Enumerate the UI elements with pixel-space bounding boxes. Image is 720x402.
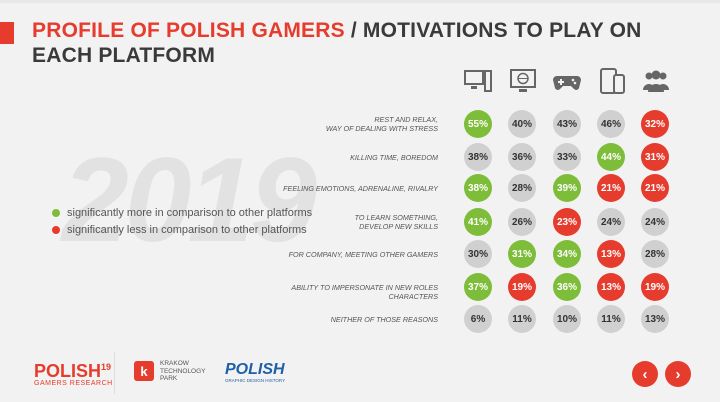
desktop-pc-icon <box>464 70 492 92</box>
ktp-mark-icon: k <box>134 361 154 382</box>
value-circle: 55% <box>464 110 492 138</box>
value-circle: 30% <box>464 240 492 268</box>
value-circle: 43% <box>553 110 581 138</box>
row-label: FEELING EMOTIONS, ADRENALINE, RIVALRY <box>258 184 438 193</box>
row-label-line: FOR COMPANY, MEETING OTHER GAMERS <box>288 249 438 259</box>
value-circle: 31% <box>641 143 669 171</box>
value-circle: 36% <box>553 273 581 301</box>
row-label: TO LEARN SOMETHING, DEVELOP NEW SKILLS <box>258 213 438 231</box>
row-label-line: TO LEARN SOMETHING, <box>354 213 438 222</box>
chevron-left-icon: ‹ <box>642 365 648 383</box>
logo2-line2: TECHNOLOGY <box>160 367 206 375</box>
mobile-tablet-icon <box>600 68 625 94</box>
logo3-main: POLISH <box>225 361 285 378</box>
value-circle: 21% <box>597 174 625 202</box>
row-label-line: DEVELOP NEW SKILLS <box>359 222 438 231</box>
value-circle: 24% <box>597 208 625 236</box>
row-label-line: FEELING EMOTIONS, ADRENALINE, RIVALRY <box>283 183 438 193</box>
footer-divider <box>114 352 115 394</box>
value-circle: 13% <box>597 273 625 301</box>
row-label: FOR COMPANY, MEETING OTHER GAMERS <box>258 250 438 259</box>
value-circle: 19% <box>641 273 669 301</box>
logo3-sub: GRAPHIC DESIGN HISTORY <box>225 378 286 383</box>
value-circle: 44% <box>597 143 625 171</box>
row-label-line: KILLING TIME, BOREDOM <box>350 152 438 162</box>
row-label: ABILITY TO IMPERSONATE IN NEW ROLES CHAR… <box>258 283 438 301</box>
value-circle: 31% <box>508 240 536 268</box>
logo1-sup: 19 <box>101 362 112 372</box>
legend-item-less: significantly less in comparison to othe… <box>52 221 312 238</box>
value-circle: 39% <box>553 174 581 202</box>
row-label-line: ABILITY TO IMPERSONATE IN NEW ROLES CHAR… <box>291 282 438 301</box>
top-bar <box>0 0 720 3</box>
row-label: NEITHER OF THOSE REASONS <box>258 315 438 324</box>
value-circle: 46% <box>597 110 625 138</box>
row-label-line: REST AND RELAX, <box>374 115 438 124</box>
value-circle: 34% <box>553 240 581 268</box>
logo1-sub: GAMERS RESEARCH <box>34 380 113 387</box>
value-circle: 11% <box>597 305 625 333</box>
legend-text-less: significantly less in comparison to othe… <box>67 223 307 236</box>
polish-gamers-research-logo: POLISH19 GAMERS RESEARCH <box>34 358 113 387</box>
value-circle: 13% <box>641 305 669 333</box>
value-circle: 19% <box>508 273 536 301</box>
value-circle: 37% <box>464 273 492 301</box>
value-circle: 26% <box>508 208 536 236</box>
logo2-line3: PARK <box>160 375 178 382</box>
value-circle: 23% <box>553 208 581 236</box>
legend-item-more: significantly more in comparison to othe… <box>52 204 312 221</box>
legend-text-more: significantly more in comparison to othe… <box>67 206 313 219</box>
title-rest: / MOTIVATIONS TO PLAY ON EACH PLATFORM <box>32 19 642 67</box>
value-circle: 28% <box>508 174 536 202</box>
browser-globe-icon <box>510 69 536 92</box>
value-circle: 41% <box>464 208 492 236</box>
logo2-line1: KRAKOW <box>160 360 189 367</box>
value-circle: 28% <box>641 240 669 268</box>
title-highlight: PROFILE OF POLISH GAMERS <box>32 19 345 42</box>
prev-slide-button[interactable]: ‹ <box>632 361 658 387</box>
value-circle: 6% <box>464 305 492 333</box>
logo1-main: POLISH <box>34 361 102 381</box>
row-label: KILLING TIME, BOREDOM <box>258 153 438 162</box>
value-circle: 33% <box>553 143 581 171</box>
krakow-technology-park-logo: k KRAKOW TECHNOLOGY PARK <box>134 360 206 383</box>
page-title: PROFILE OF POLISH GAMERS / MOTIVATIONS T… <box>32 18 702 68</box>
value-circle: 38% <box>464 174 492 202</box>
value-circle: 10% <box>553 305 581 333</box>
value-circle: 32% <box>641 110 669 138</box>
value-circle: 11% <box>508 305 536 333</box>
next-slide-button[interactable]: › <box>665 361 691 387</box>
value-circle: 38% <box>464 143 492 171</box>
value-circle: 24% <box>641 208 669 236</box>
value-circle: 36% <box>508 143 536 171</box>
row-label-line: NEITHER OF THOSE REASONS <box>330 314 438 324</box>
row-label-line: WAY OF DEALING WITH STRESS <box>325 124 438 133</box>
value-circle: 40% <box>508 110 536 138</box>
year-watermark: 2019 <box>62 133 317 267</box>
value-circle: 13% <box>597 240 625 268</box>
legend-dot-red <box>52 225 60 234</box>
social-group-icon <box>643 70 669 92</box>
gamepad-console-icon <box>553 76 581 90</box>
legend-dot-green <box>52 208 60 217</box>
value-circle: 21% <box>641 174 669 202</box>
polish-graphic-logo: POLISH GRAPHIC DESIGN HISTORY <box>225 361 286 384</box>
row-label: REST AND RELAX, WAY OF DEALING WITH STRES… <box>258 115 438 133</box>
chevron-right-icon: › <box>675 365 681 383</box>
legend: significantly more in comparison to othe… <box>52 204 312 238</box>
title-accent-bar <box>0 22 14 44</box>
